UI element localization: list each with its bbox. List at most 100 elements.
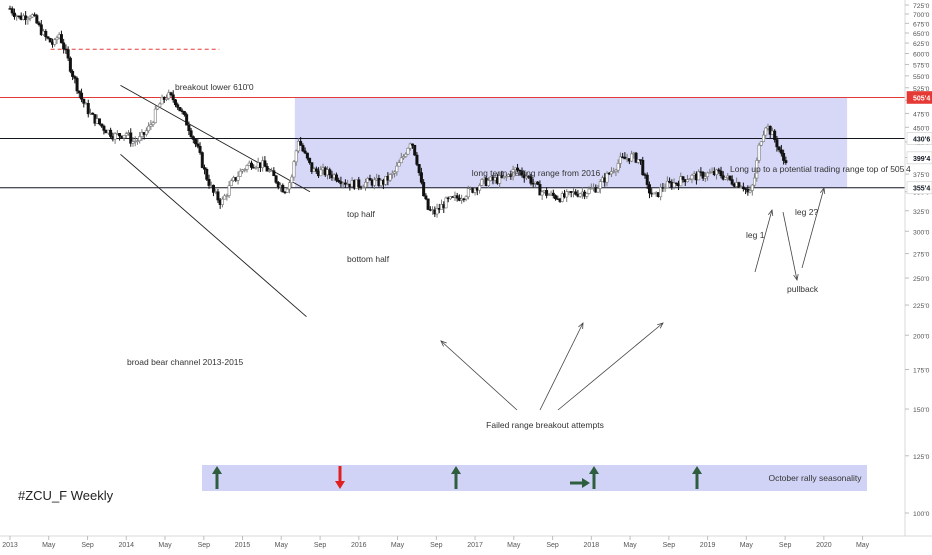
candle-body <box>303 150 307 154</box>
candle-body <box>478 185 482 191</box>
candle-body <box>229 180 233 187</box>
candle-body <box>225 195 229 197</box>
candle-body <box>59 34 63 44</box>
candle-body <box>761 134 765 142</box>
x-tick-label: 2015 <box>235 542 251 549</box>
candle-body <box>435 208 439 215</box>
candle-body <box>708 172 712 174</box>
x-tick-label: May <box>391 542 405 549</box>
y-tick-label: 550'0 <box>913 74 930 81</box>
candle-body <box>719 170 723 177</box>
candle-body <box>187 124 191 131</box>
channel-upper-line <box>120 84 311 193</box>
candle-body <box>203 167 207 170</box>
candle-body <box>153 108 157 124</box>
candle-body <box>129 132 133 144</box>
candle-body <box>296 141 300 152</box>
candle-body <box>759 141 763 146</box>
candle-body <box>399 157 403 164</box>
candle-body <box>80 92 84 100</box>
candle-body <box>636 159 640 163</box>
candle-body <box>589 187 593 190</box>
candle-body <box>415 154 419 165</box>
candle-body <box>158 103 162 108</box>
annotation-leg1: leg 1 <box>746 230 765 240</box>
leg2-arrow <box>801 187 825 269</box>
candle-body <box>310 162 314 172</box>
candle-body <box>82 98 86 104</box>
candle-body <box>647 184 651 194</box>
y-tick-label: 150'0 <box>913 407 930 414</box>
x-tick-label: 2020 <box>816 542 832 549</box>
candle-body <box>200 152 204 168</box>
candle-body <box>178 107 182 112</box>
season-arrow-head-0 <box>212 466 222 474</box>
candle-body <box>191 136 195 140</box>
y-tick-label: 375'0 <box>913 172 930 179</box>
x-axis: 2013 May Sep 2014 May Sep 2015 May Sep 2016 May Sep… <box>0 535 932 549</box>
candle-body <box>779 149 783 154</box>
candle-body <box>308 157 312 163</box>
candle-body <box>455 195 459 199</box>
candle-body <box>486 180 490 186</box>
candle-body <box>717 169 721 172</box>
candle-body <box>361 186 365 189</box>
failed-arrow-2-head <box>578 322 584 330</box>
candle-body <box>305 152 309 159</box>
season-arrow-head-2 <box>451 466 461 474</box>
candle-body <box>109 129 113 137</box>
annotation-pullback: pullback <box>787 284 819 294</box>
price-marker-box-1 <box>906 132 932 145</box>
candle-body <box>118 133 122 137</box>
y-tick-label: 700'0 <box>913 12 930 19</box>
x-tick-label: Sep <box>198 542 211 549</box>
price-marker-label-3: 355'4 <box>913 186 930 193</box>
candle-body <box>703 176 707 179</box>
season-arrow-head-3 <box>589 466 599 474</box>
candle-body <box>198 145 202 153</box>
x-tick-label: Sep <box>314 542 327 549</box>
candle-body <box>68 57 72 72</box>
failed-arrow-2 <box>539 322 584 411</box>
candle-body <box>551 192 555 196</box>
candle-body <box>249 162 253 168</box>
x-tick-label: 2014 <box>118 542 134 549</box>
x-tick-label: Sep <box>779 542 792 549</box>
candle-body <box>10 8 14 14</box>
candle-body <box>53 39 57 45</box>
candle-body <box>169 92 173 96</box>
candle-body <box>73 76 77 79</box>
candle-body <box>211 184 215 193</box>
candle-body <box>28 16 32 19</box>
annotation-breakout-lower: breakout lower 610'0 <box>175 82 254 92</box>
candle-body <box>668 180 672 183</box>
annotation-failed: Failed range breakout attempts <box>486 420 604 430</box>
leg2-arrow-head <box>819 187 826 195</box>
y-tick-label: 325'0 <box>913 209 930 216</box>
pullback-arrow <box>782 211 798 281</box>
candle-body <box>245 165 249 170</box>
candle-body <box>426 198 430 210</box>
x-tick-label: Sep <box>663 542 676 549</box>
candle-body <box>334 174 338 181</box>
candle-body <box>659 187 663 197</box>
candle-body <box>750 184 754 191</box>
candle-body <box>165 97 169 100</box>
y-axis: 725'0 700'0 675'0 650'0 625'0 600'0 575'0 550'0… <box>904 0 932 536</box>
candle-body <box>565 191 569 198</box>
candle-body <box>254 167 258 169</box>
candle-body <box>35 15 39 24</box>
candle-body <box>66 49 70 59</box>
candle-body <box>681 176 685 180</box>
y-tick-label: 450'0 <box>913 125 930 132</box>
price-marker-label-1: 430'6 <box>913 137 930 144</box>
candle-body <box>100 123 104 127</box>
candle-body <box>281 184 285 193</box>
x-tick-label: 2017 <box>467 542 483 549</box>
x-tick-label: May <box>158 542 172 549</box>
candle-body <box>176 104 180 108</box>
candle-body <box>641 160 645 175</box>
candle-body <box>46 36 50 39</box>
candle-body <box>545 190 549 196</box>
y-tick-label: 725'0 <box>913 3 930 10</box>
